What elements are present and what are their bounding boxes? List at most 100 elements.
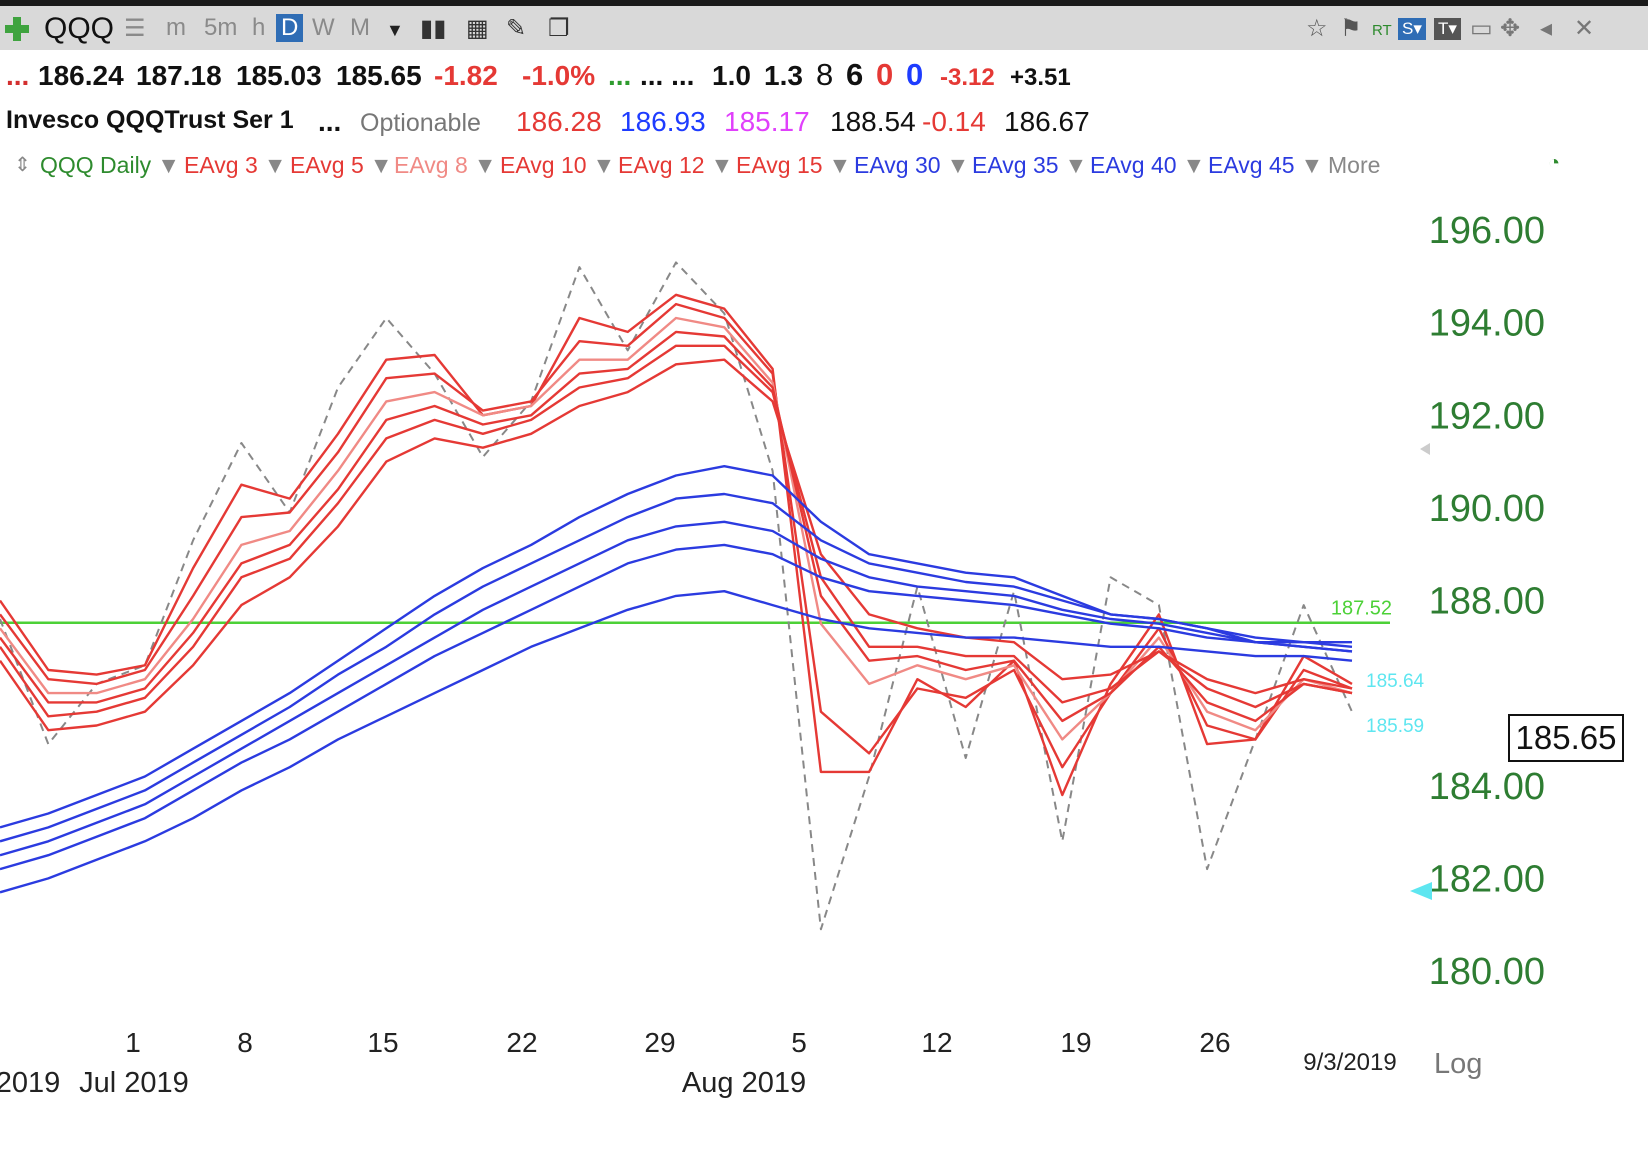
- info-f: 186.67: [1004, 106, 1090, 137]
- chevron-down-icon[interactable]: ▼: [828, 152, 852, 178]
- chevron-down-icon[interactable]: ▼: [710, 152, 734, 178]
- y-tick-label: 190.00: [1429, 488, 1545, 530]
- chevron-down-icon[interactable]: ▼: [592, 152, 616, 178]
- ema-line-10[interactable]: [0, 543, 1353, 871]
- ema-line-11[interactable]: [0, 590, 1353, 894]
- y-tick-label: 188.00: [1429, 581, 1545, 623]
- bar-chart-icon[interactable]: ▮▮: [420, 15, 447, 42]
- indicator-eavg-8[interactable]: EAvg 8 ▼: [394, 152, 497, 178]
- ema-line-1[interactable]: [0, 293, 1353, 797]
- month-label: Aug 2019: [682, 1067, 806, 1099]
- timeframe-5m[interactable]: 5m: [204, 14, 238, 41]
- ema-line-6[interactable]: [0, 358, 1353, 732]
- info-d: 188.54: [830, 106, 916, 137]
- chevron-down-icon[interactable]: ▼: [1182, 152, 1206, 178]
- move-icon[interactable]: ✥: [1500, 15, 1521, 42]
- indicator-eavg-15[interactable]: EAvg 15 ▼: [736, 152, 852, 178]
- last-price-box: 185.65: [1508, 714, 1624, 762]
- y-tick-label: 192.00: [1429, 395, 1545, 437]
- indicator-eavg-45[interactable]: EAvg 45 ▼: [1208, 152, 1324, 178]
- ema-line-3[interactable]: [0, 316, 1353, 741]
- x-tick-label: 26: [1199, 1027, 1230, 1058]
- value-8: +3.51: [1010, 64, 1071, 91]
- price-chart[interactable]: 187.52 196.00 194.00 192.00 190.00 188.00 184.…: [0, 190, 1648, 1150]
- month-label: 2019: [0, 1067, 60, 1099]
- level-line-label: 187.52: [1331, 598, 1392, 620]
- indicator-eavg-12[interactable]: EAvg 12 ▼: [618, 152, 734, 178]
- info-b: 186.93: [620, 106, 706, 137]
- symbol-field[interactable]: QQQ: [44, 12, 115, 45]
- chart-label-text: QQQ Daily: [40, 152, 152, 178]
- chevron-down-icon[interactable]: ▼: [369, 152, 393, 178]
- chevron-down-icon[interactable]: ▼: [473, 152, 497, 178]
- palette-icon[interactable]: ◔: [1548, 152, 1561, 174]
- marker-upper-label: 185.64: [1366, 671, 1425, 692]
- quote-row: ... 186.24 187.18 185.03 185.65 -1.82 -1…: [0, 56, 1648, 98]
- x-tick-label: 5: [791, 1027, 807, 1058]
- month-label: Jul 2019: [79, 1067, 189, 1099]
- timeframe-d[interactable]: D: [276, 14, 304, 42]
- y-tick-label: 182.00: [1429, 858, 1545, 900]
- chevron-down-icon[interactable]: ▼: [1300, 152, 1324, 178]
- expand-icon[interactable]: ◂: [1540, 15, 1553, 42]
- timeframe-m-monthly[interactable]: M: [350, 14, 370, 41]
- chevron-down-icon[interactable]: ▼: [157, 152, 180, 178]
- ema-line-8[interactable]: [0, 492, 1353, 843]
- value-5: 0: [876, 57, 894, 92]
- price-line[interactable]: [0, 261, 1353, 931]
- pencil-icon[interactable]: ✎: [506, 15, 527, 42]
- value-4: 6: [846, 57, 864, 92]
- dots-green: ...: [608, 60, 632, 91]
- timeframe-m[interactable]: m: [166, 14, 186, 41]
- x-tick-label: 15: [367, 1027, 398, 1058]
- close-icon[interactable]: ✕: [1574, 15, 1595, 42]
- quote-lead: ...: [6, 60, 30, 91]
- indicator-eavg-5[interactable]: EAvg 5 ▼: [290, 152, 393, 178]
- copy-icon[interactable]: ❐: [548, 15, 570, 42]
- chevron-down-icon[interactable]: ▼: [1064, 152, 1088, 178]
- indicator-eavg-10[interactable]: EAvg 10 ▼: [500, 152, 616, 178]
- y-tick-label: 194.00: [1429, 303, 1545, 345]
- value-1: 1.0: [712, 60, 751, 91]
- reorder-icon[interactable]: ⇕: [14, 154, 31, 176]
- chevron-down-icon[interactable]: ▼: [386, 20, 404, 40]
- x-tick-label: 8: [237, 1027, 253, 1058]
- ema-line-4[interactable]: [0, 330, 1353, 723]
- chevron-down-icon[interactable]: ▼: [263, 152, 287, 178]
- list-icon[interactable]: ☰: [124, 15, 146, 42]
- info-row: Invesco QQQTrust Ser 1 ... Optionable 18…: [0, 104, 1648, 144]
- scroll-left-icon[interactable]: [1420, 443, 1430, 455]
- add-icon[interactable]: [2, 14, 32, 44]
- table-icon[interactable]: ▦: [466, 15, 489, 42]
- s-icon[interactable]: S▾: [1398, 18, 1426, 40]
- star-icon[interactable]: ☆: [1306, 15, 1328, 42]
- chart-label[interactable]: QQQ Daily ▼: [40, 152, 180, 179]
- indicator-eavg-35[interactable]: EAvg 35 ▼: [972, 152, 1088, 178]
- flag-icon[interactable]: ⚑: [1340, 15, 1362, 42]
- more-button[interactable]: More: [1328, 152, 1381, 178]
- ema-line-9[interactable]: [0, 520, 1353, 857]
- ema-line-2[interactable]: [0, 302, 1353, 769]
- ema-line-5[interactable]: [0, 344, 1353, 718]
- marker-lower-label: 185.59: [1366, 716, 1424, 737]
- indicator-eavg-3[interactable]: EAvg 3 ▼: [184, 152, 287, 178]
- timeframe-h[interactable]: h: [252, 14, 266, 41]
- indicator-eavg-30[interactable]: EAvg 30 ▼: [854, 152, 970, 178]
- change-pct: -1.0%: [522, 60, 596, 91]
- optionable-label: Optionable: [360, 109, 481, 137]
- info-c: 185.17: [724, 106, 810, 137]
- save-icon[interactable]: ▭: [1470, 15, 1493, 42]
- value-2: 1.3: [764, 60, 803, 91]
- t-icon[interactable]: T▾: [1434, 18, 1461, 40]
- close-value: 185.65: [336, 60, 422, 91]
- timeframe-w[interactable]: W: [312, 14, 335, 41]
- log-toggle[interactable]: Log: [1434, 1048, 1482, 1080]
- info-e: -0.14: [922, 106, 986, 137]
- x-tick-label: 22: [506, 1027, 537, 1058]
- last-price-arrow-icon: [1410, 882, 1432, 900]
- indicator-eavg-40[interactable]: EAvg 40 ▼: [1090, 152, 1206, 178]
- chevron-down-icon[interactable]: ▼: [946, 152, 970, 178]
- change-value: -1.82: [434, 60, 498, 91]
- rt-icon[interactable]: RT: [1372, 22, 1392, 39]
- info-ellipsis: ...: [318, 106, 342, 137]
